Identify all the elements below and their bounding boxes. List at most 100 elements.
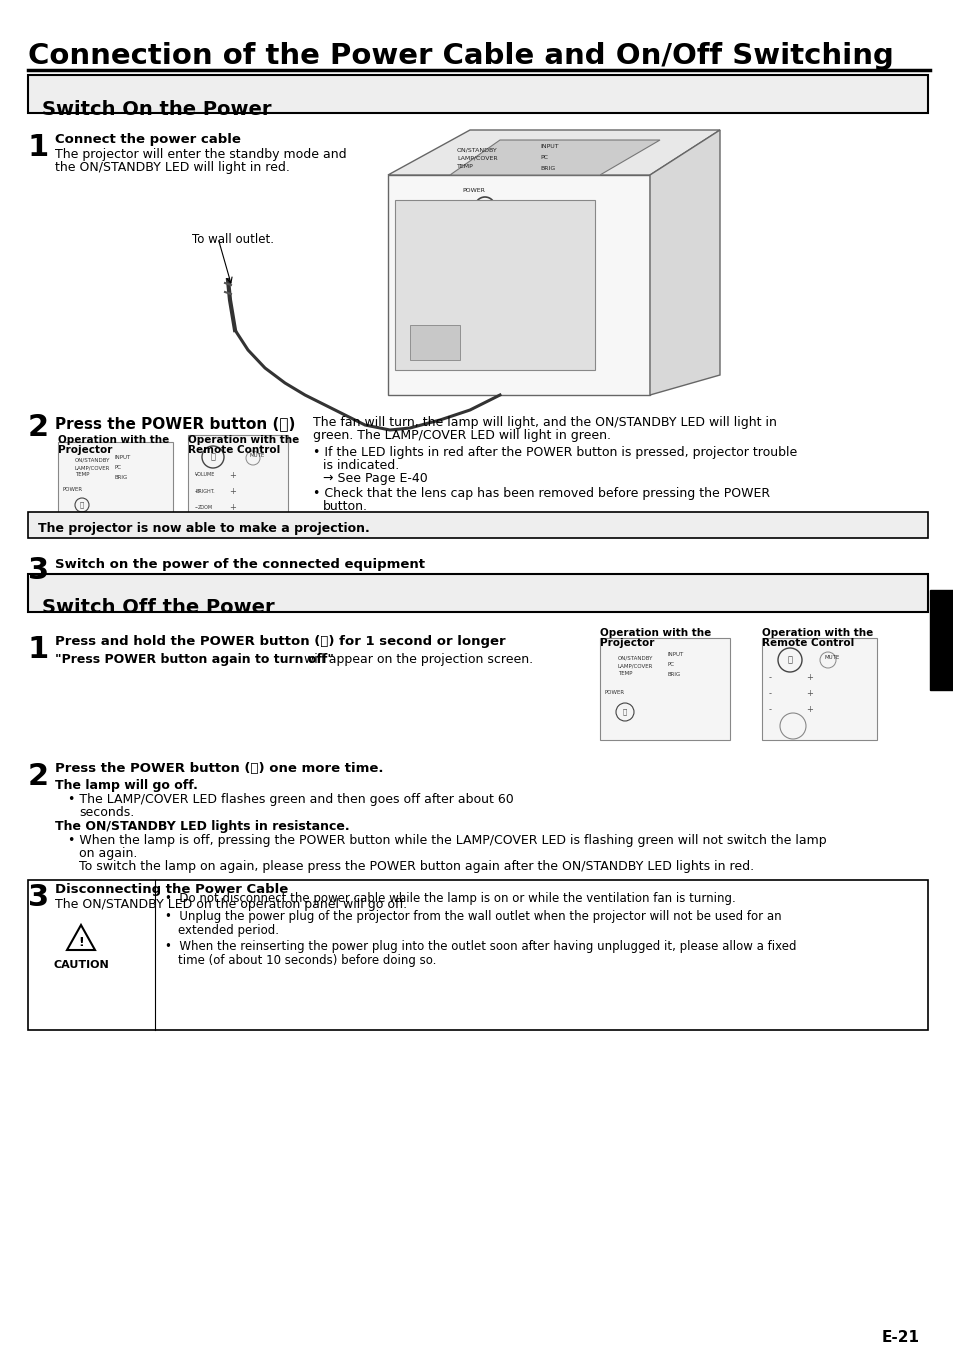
Text: time (of about 10 seconds) before doing so.: time (of about 10 seconds) before doing … <box>178 954 436 967</box>
Text: • Check that the lens cap has been removed before pressing the POWER: • Check that the lens cap has been remov… <box>313 486 769 500</box>
Text: 3: 3 <box>28 557 49 585</box>
Text: BRIG: BRIG <box>667 671 680 677</box>
Text: Operation with the: Operation with the <box>58 435 169 444</box>
Text: MUTE: MUTE <box>824 655 840 661</box>
Text: 3: 3 <box>28 884 49 912</box>
Text: BRIGHT.: BRIGHT. <box>195 489 214 494</box>
Text: • If the LED lights in red after the POWER button is pressed, projector trouble: • If the LED lights in red after the POW… <box>313 446 797 459</box>
Text: E-21: E-21 <box>882 1329 919 1346</box>
Text: Remote Control: Remote Control <box>761 638 853 648</box>
Text: ON/STANDBY: ON/STANDBY <box>75 458 111 463</box>
Text: → See Page E-40: → See Page E-40 <box>323 471 427 485</box>
Text: To wall outlet.: To wall outlet. <box>192 232 274 246</box>
Text: The ON/STANDBY LED on the operation panel will go off.: The ON/STANDBY LED on the operation pane… <box>55 898 407 911</box>
Text: on again.: on again. <box>79 847 137 861</box>
Text: POWER: POWER <box>604 690 624 694</box>
Text: INPUT: INPUT <box>667 653 683 657</box>
Bar <box>410 326 459 359</box>
Text: CAUTION: CAUTION <box>53 961 109 970</box>
Text: The projector will enter the standby mode and: The projector will enter the standby mod… <box>55 149 346 161</box>
Text: 2: 2 <box>28 762 49 790</box>
Text: Press the POWER button (⏻): Press the POWER button (⏻) <box>55 416 295 431</box>
Text: Switch On the Power: Switch On the Power <box>42 100 272 119</box>
Polygon shape <box>649 130 720 394</box>
FancyBboxPatch shape <box>28 880 927 1029</box>
Bar <box>929 590 953 690</box>
FancyBboxPatch shape <box>599 638 729 740</box>
Text: LAMP/COVER: LAMP/COVER <box>456 155 497 161</box>
Text: • When the lamp is off, pressing the POWER button while the LAMP/COVER LED is fl: • When the lamp is off, pressing the POW… <box>68 834 825 847</box>
Text: BRIG: BRIG <box>115 476 128 480</box>
Text: is indicated.: is indicated. <box>323 459 399 471</box>
Text: !: ! <box>78 935 84 948</box>
Text: seconds.: seconds. <box>79 807 134 819</box>
Text: 1: 1 <box>28 635 50 663</box>
Text: Connection of the Power Cable and On/Off Switching: Connection of the Power Cable and On/Off… <box>28 42 893 70</box>
Text: "Press POWER button again to turn off": "Press POWER button again to turn off" <box>55 653 334 666</box>
Text: To switch the lamp on again, please press the POWER button again after the ON/ST: To switch the lamp on again, please pres… <box>79 861 753 873</box>
Text: ⏻: ⏻ <box>622 709 626 715</box>
Text: Switch on the power of the connected equipment: Switch on the power of the connected equ… <box>55 558 424 571</box>
Text: •  Unplug the power plug of the projector from the wall outlet when the projecto: • Unplug the power plug of the projector… <box>165 911 781 923</box>
Text: -: - <box>194 470 197 480</box>
Text: 1: 1 <box>28 132 50 162</box>
Text: 2: 2 <box>28 413 49 442</box>
Text: Operation with the: Operation with the <box>761 628 872 638</box>
FancyBboxPatch shape <box>28 512 927 538</box>
Text: Switch Off the Power: Switch Off the Power <box>42 598 274 617</box>
Text: LAMP/COVER: LAMP/COVER <box>75 465 111 470</box>
Text: Disconnecting the Power Cable: Disconnecting the Power Cable <box>55 884 288 896</box>
Text: ON/STANDBY: ON/STANDBY <box>618 655 653 661</box>
Text: PC: PC <box>539 155 547 159</box>
Text: •  When the reinserting the power plug into the outlet soon after having unplugg: • When the reinserting the power plug in… <box>165 940 796 952</box>
Text: Press the POWER button (⏻) one more time.: Press the POWER button (⏻) one more time… <box>55 762 383 775</box>
Text: PC: PC <box>667 662 675 667</box>
Text: PC: PC <box>115 465 122 470</box>
Text: -: - <box>768 689 771 698</box>
Text: +: + <box>805 689 813 698</box>
Text: ⏻: ⏻ <box>786 655 792 665</box>
Text: +: + <box>805 674 813 682</box>
Text: Projector: Projector <box>599 638 654 648</box>
Text: button.: button. <box>323 500 368 513</box>
Text: green. The LAMP/COVER LED will light in green.: green. The LAMP/COVER LED will light in … <box>313 430 610 442</box>
FancyBboxPatch shape <box>28 76 927 113</box>
Text: TEMP: TEMP <box>456 163 474 169</box>
Text: +: + <box>230 470 236 480</box>
Text: ⏻: ⏻ <box>211 453 215 462</box>
FancyBboxPatch shape <box>188 435 288 535</box>
Text: Remote Control: Remote Control <box>188 444 280 455</box>
Polygon shape <box>388 176 649 394</box>
Text: The lamp will go off.: The lamp will go off. <box>55 780 197 792</box>
Text: the ON/STANDBY LED will light in red.: the ON/STANDBY LED will light in red. <box>55 161 290 174</box>
Text: TEMP: TEMP <box>75 471 90 477</box>
Polygon shape <box>388 130 720 176</box>
Text: Connect the power cable: Connect the power cable <box>55 132 240 146</box>
Bar <box>395 200 595 370</box>
Text: INPUT: INPUT <box>115 455 132 459</box>
Text: -: - <box>194 488 197 497</box>
Text: INPUT: INPUT <box>539 145 558 149</box>
Text: -: - <box>768 705 771 715</box>
Text: POWER: POWER <box>63 486 83 492</box>
Text: ZOOM: ZOOM <box>197 505 213 509</box>
Text: The fan will turn, the lamp will light, and the ON/STANDBY LED will light in: The fan will turn, the lamp will light, … <box>313 416 776 430</box>
Text: will appear on the projection screen.: will appear on the projection screen. <box>299 653 533 666</box>
Text: -: - <box>194 504 197 512</box>
Text: ON/STANDBY: ON/STANDBY <box>456 149 497 153</box>
Text: • The LAMP/COVER LED flashes green and then goes off after about 60: • The LAMP/COVER LED flashes green and t… <box>68 793 514 807</box>
Text: Operation with the: Operation with the <box>188 435 299 444</box>
Text: +: + <box>230 488 236 497</box>
FancyBboxPatch shape <box>58 442 172 530</box>
Text: MUTE: MUTE <box>250 453 265 458</box>
Text: LAMP/COVER: LAMP/COVER <box>618 663 653 667</box>
Text: POWER: POWER <box>461 188 484 193</box>
FancyBboxPatch shape <box>28 574 927 612</box>
Text: +: + <box>805 705 813 715</box>
Text: VOLUME: VOLUME <box>194 471 215 477</box>
Polygon shape <box>450 141 659 176</box>
Text: •  Do not disconnect the power cable while the lamp is on or while the ventilati: • Do not disconnect the power cable whil… <box>165 892 735 905</box>
Text: ⏻: ⏻ <box>80 501 84 508</box>
Text: Projector: Projector <box>58 444 112 455</box>
Text: TEMP: TEMP <box>618 671 632 676</box>
